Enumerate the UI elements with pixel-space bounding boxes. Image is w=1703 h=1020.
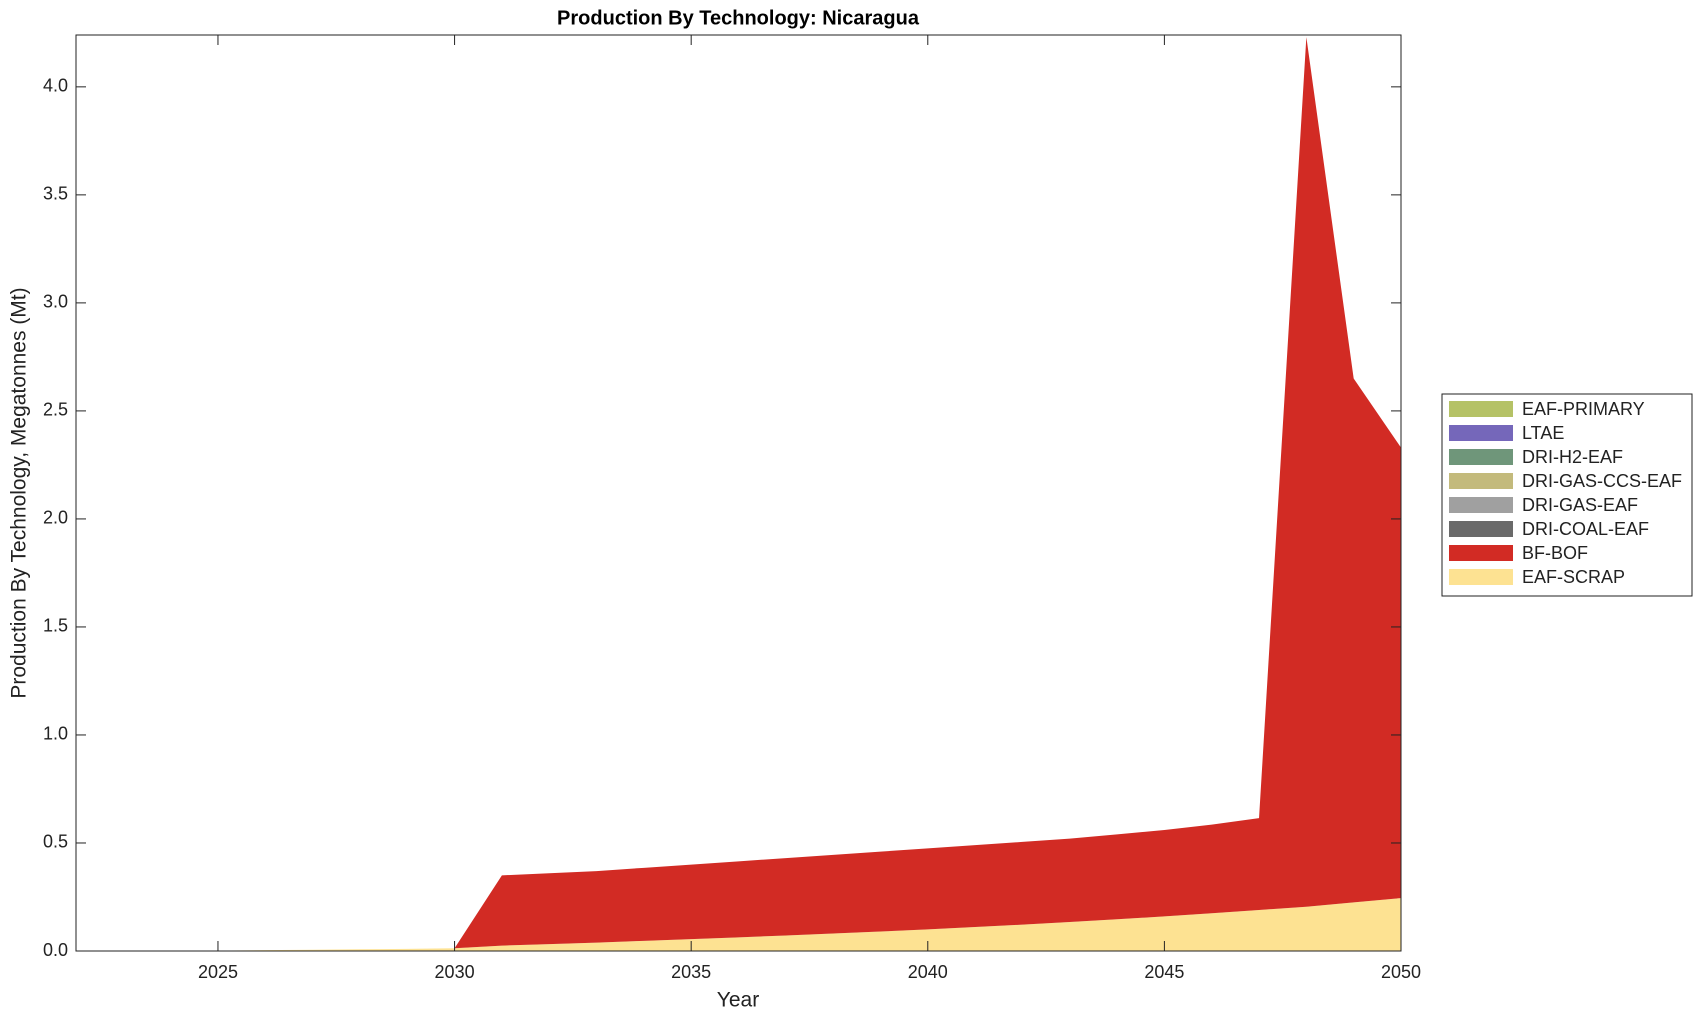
y-tick-label: 3.5 (43, 184, 68, 204)
y-tick-label: 4.0 (43, 76, 68, 96)
legend-label: BF-BOF (1522, 543, 1588, 563)
area (76, 37, 1401, 951)
legend-swatch (1449, 425, 1513, 441)
legend-label: DRI-GAS-CCS-EAF (1522, 471, 1682, 491)
y-tick-label: 1.5 (43, 616, 68, 636)
legend-label: DRI-H2-EAF (1522, 447, 1623, 467)
plot-frame (75, 34, 1402, 952)
y-axis-label: Production By Technology, Megatonnes (Mt… (8, 287, 31, 698)
area (76, 37, 1401, 951)
area (76, 37, 1401, 951)
legend-swatch (1449, 569, 1513, 585)
legend-swatch (1449, 497, 1513, 513)
chart-title: Production By Technology: Nicaragua (557, 7, 920, 29)
legend-label: EAF-PRIMARY (1522, 399, 1645, 419)
legend-swatch (1449, 521, 1513, 537)
area (76, 37, 1401, 951)
area (76, 37, 1401, 951)
y-tick-label: 0.0 (43, 940, 68, 960)
legend-swatch (1449, 401, 1513, 417)
x-tick-label: 2040 (908, 962, 948, 982)
area (76, 898, 1401, 951)
legend-label: DRI-GAS-EAF (1522, 495, 1638, 515)
x-tick-label: 2045 (1144, 962, 1184, 982)
x-tick-label: 2035 (671, 962, 711, 982)
x-tick-label: 2050 (1381, 962, 1421, 982)
legend-swatch (1449, 545, 1513, 561)
area (76, 37, 1401, 951)
x-tick-label: 2030 (435, 962, 475, 982)
legend: EAF-PRIMARY LTAE DRI-H2-EAF DRI-GAS-CCS-EAF… (1441, 393, 1693, 597)
y-tick-label: 2.5 (43, 400, 68, 420)
y-tick-label: 3.0 (43, 292, 68, 312)
x-axis-label: Year (717, 989, 759, 1012)
area (76, 37, 1401, 951)
legend-label: DRI-COAL-EAF (1522, 519, 1649, 539)
y-tick-label: 1.0 (43, 724, 68, 744)
y-tick-label: 2.0 (43, 508, 68, 528)
legend-swatch (1449, 473, 1513, 489)
legend-swatch (1449, 449, 1513, 465)
legend-label: LTAE (1522, 423, 1564, 443)
y-tick-label: 0.5 (43, 832, 68, 852)
x-tick-label: 2025 (198, 962, 238, 982)
legend-label: EAF-SCRAP (1522, 567, 1625, 587)
